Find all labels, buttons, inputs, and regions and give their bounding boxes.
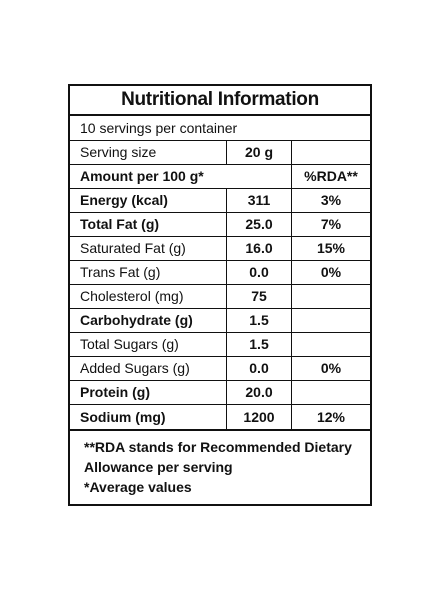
nutrient-rda: [292, 309, 370, 332]
nutrient-rda: 15%: [316, 240, 346, 256]
nutrient-value: 20.0: [227, 381, 292, 404]
nutrient-rda: [292, 285, 370, 308]
nutrient-rda: 3%: [320, 192, 342, 208]
nutrient-name: Total Sugars (g): [70, 333, 227, 356]
serving-size-value: 20 g: [227, 141, 292, 164]
nutrient-row: Energy (kcal) 311 3%: [70, 189, 370, 213]
nutrient-name: Protein (g): [70, 381, 227, 404]
nutrient-name: Added Sugars (g): [70, 357, 227, 380]
nutrient-rda: 0%: [320, 264, 342, 280]
footnote-average: *Average values: [84, 479, 192, 495]
nutrition-facts-panel: Nutritional Information 10 servings per …: [68, 84, 372, 506]
amount-header-label: Amount per 100 g*: [80, 168, 204, 184]
nutrient-rda: [292, 381, 370, 404]
nutrient-row: Total Fat (g) 25.0 7%: [70, 213, 370, 237]
nutrient-row: Protein (g) 20.0: [70, 381, 370, 405]
serving-size-rda: [292, 141, 370, 164]
nutrient-rda: [292, 333, 370, 356]
nutrient-value: 311: [227, 189, 292, 212]
nutrient-row: Cholesterol (mg) 75: [70, 285, 370, 309]
nutrient-row: Trans Fat (g) 0.0 0%: [70, 261, 370, 285]
amount-header-row: Amount per 100 g* %RDA**: [70, 165, 370, 189]
nutrient-value: 25.0: [227, 213, 292, 236]
nutrient-name: Cholesterol (mg): [70, 285, 227, 308]
nutrient-name: Trans Fat (g): [70, 261, 227, 284]
nutrient-row: Saturated Fat (g) 16.0 15%: [70, 237, 370, 261]
nutrient-row: Carbohydrate (g) 1.5: [70, 309, 370, 333]
nutrient-value: 16.0: [227, 237, 292, 260]
nutrient-name: Carbohydrate (g): [70, 309, 227, 332]
nutrient-name: Energy (kcal): [70, 189, 227, 212]
amount-header-spacer: [227, 165, 292, 188]
nutrient-value: 0.0: [227, 261, 292, 284]
nutrient-row: Added Sugars (g) 0.0 0%: [70, 357, 370, 381]
rda-header: %RDA**: [304, 168, 358, 184]
serving-size-label: Serving size: [70, 141, 227, 164]
nutrient-rda: 7%: [320, 216, 342, 232]
nutrient-name: Total Fat (g): [70, 213, 227, 236]
nutrient-row: Total Sugars (g) 1.5: [70, 333, 370, 357]
footnote-rda: **RDA stands for Recommended Dietary: [84, 439, 352, 455]
nutrient-rda: 0%: [320, 360, 342, 376]
nutrient-value: 75: [227, 285, 292, 308]
servings-per-container: 10 servings per container: [70, 116, 370, 141]
nutrient-row: Sodium (mg) 1200 12%: [70, 405, 370, 431]
nutrient-value: 1.5: [227, 333, 292, 356]
serving-size-row: Serving size 20 g: [70, 141, 370, 165]
panel-title: Nutritional Information: [70, 86, 370, 116]
nutrient-rda: 12%: [316, 409, 346, 425]
nutrient-name: Saturated Fat (g): [70, 237, 227, 260]
footnotes: **RDA stands for Recommended Dietary All…: [70, 431, 370, 497]
nutrient-value: 0.0: [227, 357, 292, 380]
nutrient-value: 1.5: [227, 309, 292, 332]
nutrient-name: Sodium (mg): [70, 405, 227, 429]
nutrient-value: 1200: [227, 405, 292, 429]
footnote-rda-cont: Allowance per serving: [84, 459, 233, 475]
